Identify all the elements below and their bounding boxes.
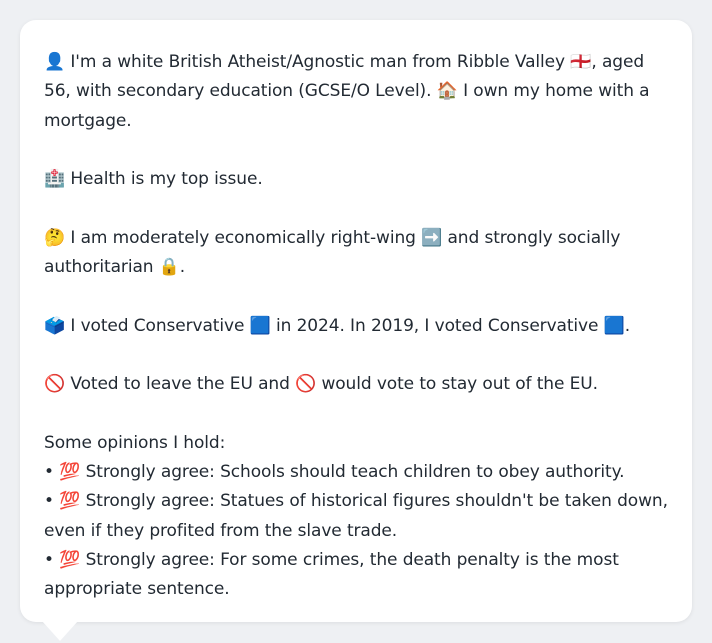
spacer <box>44 282 668 311</box>
spacer <box>44 341 668 370</box>
intro-text: 👤 I'm a white British Atheist/Agnostic m… <box>44 52 650 131</box>
spacer <box>44 400 668 429</box>
spacer <box>44 194 668 223</box>
opinion-item: • 💯 Strongly agree: Schools should teach… <box>44 462 625 483</box>
opinion-item: • 💯 Strongly agree: Statues of historica… <box>44 491 668 541</box>
opinion-item: • 💯 Strongly agree: For some crimes, the… <box>44 550 619 600</box>
speech-bubble-tail <box>42 621 78 641</box>
opinions-heading: Some opinions I hold: <box>44 432 226 453</box>
profile-card: 👤 I'm a white British Atheist/Agnostic m… <box>20 20 692 622</box>
spacer <box>44 136 668 165</box>
votes-text: 🗳️ I voted Conservative 🟦 in 2024. In 20… <box>44 315 631 336</box>
health-text: 🏥 Health is my top issue. <box>44 169 263 190</box>
eu-text: 🚫 Voted to leave the EU and 🚫 would vote… <box>44 374 598 395</box>
ideology-text: 🤔 I am moderately economically right-win… <box>44 227 621 278</box>
